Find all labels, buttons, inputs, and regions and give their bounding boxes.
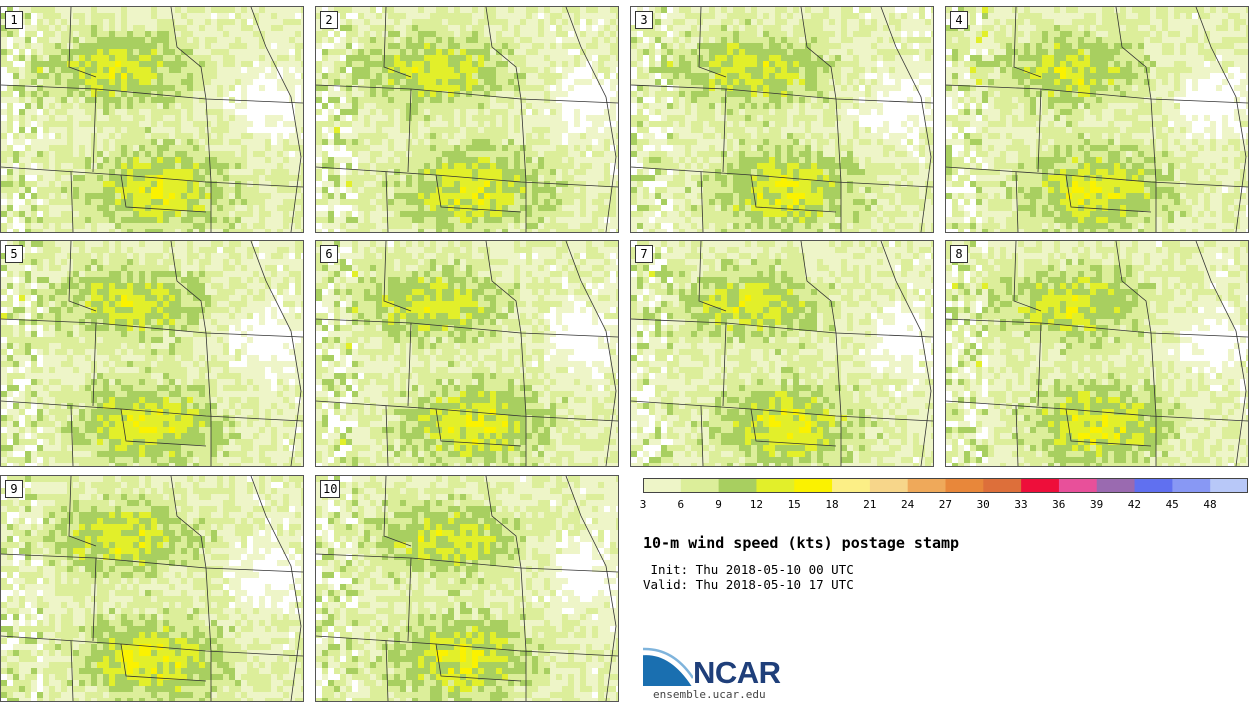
ensemble-member-panel-8[interactable]: 8 [945, 240, 1249, 467]
colorbar-bin [945, 478, 984, 493]
member-label: 9 [5, 480, 23, 498]
colorbar-bin [1021, 478, 1060, 493]
wind-speed-map [631, 7, 933, 232]
wind-speed-map [316, 476, 618, 701]
colorbar-tick-label: 30 [976, 498, 990, 511]
colorbar-bin [1096, 478, 1136, 493]
ensemble-member-panel-1[interactable]: 1 [0, 6, 304, 233]
member-label: 8 [950, 245, 968, 263]
colorbar-tick-label: 15 [787, 498, 801, 511]
wind-speed-map [946, 241, 1248, 466]
colorbar-bin [832, 478, 871, 493]
ensemble-member-panel-5[interactable]: 5 [0, 240, 304, 467]
colorbar-tick-label: 33 [1014, 498, 1028, 511]
colorbar-tick-label: 24 [900, 498, 915, 511]
wind-speed-map [946, 7, 1248, 232]
colorbar-tick-label: 48 [1203, 498, 1217, 511]
colorbar-bin [718, 478, 757, 493]
colorbar-bin [794, 478, 833, 493]
ensemble-member-panel-3[interactable]: 3 [630, 6, 934, 233]
member-label: 7 [635, 245, 653, 263]
wind-speed-map [1, 476, 303, 701]
wind-speed-map [1, 241, 303, 466]
colorbar-tick-label: 27 [938, 498, 953, 511]
colorbar-bin [1058, 478, 1098, 493]
member-label: 1 [5, 11, 23, 29]
colorbar-bin [907, 478, 946, 493]
product-title: 10-m wind speed (kts) postage stamp [643, 534, 960, 552]
colorbar-tick-label: 39 [1089, 498, 1104, 511]
site-url: ensemble.ucar.edu [653, 688, 766, 701]
wind-speed-map [316, 7, 618, 232]
colorbar-tick-label: 42 [1127, 498, 1142, 511]
colorbar-bin [1210, 478, 1248, 493]
colorbar-bin [869, 478, 909, 493]
colorbar-bin [1172, 478, 1211, 493]
colorbar-bin [983, 478, 1022, 493]
wind-speed-map [631, 241, 933, 466]
wind-speed-map [1, 7, 303, 232]
wind-speed-map [316, 241, 618, 466]
wind-speed-colorbar [643, 478, 1248, 493]
ensemble-member-panel-7[interactable]: 7 [630, 240, 934, 467]
colorbar-tick-label: 9 [715, 498, 722, 511]
colorbar-bin [1134, 478, 1173, 493]
colorbar-bin [756, 478, 795, 493]
colorbar-tick-label: 21 [863, 498, 877, 511]
ensemble-member-panel-2[interactable]: 2 [315, 6, 619, 233]
init-time: Init: Thu 2018-05-10 00 UTC [643, 562, 854, 577]
colorbar-tick-label: 6 [677, 498, 685, 511]
member-label: 6 [320, 245, 338, 263]
member-label: 5 [5, 245, 23, 263]
member-label: 4 [950, 11, 968, 29]
ensemble-member-panel-4[interactable]: 4 [945, 6, 1249, 233]
ensemble-member-panel-6[interactable]: 6 [315, 240, 619, 467]
colorbar-tick-label: 3 [639, 498, 647, 511]
ncar-wordmark: NCAR [693, 655, 781, 690]
colorbar-tick-label: 36 [1052, 498, 1066, 511]
colorbar-bin [680, 478, 720, 493]
member-label: 3 [635, 11, 653, 29]
member-label: 10 [320, 480, 341, 498]
colorbar-tick-label: 45 [1165, 498, 1179, 511]
colorbar-tick-label: 18 [825, 498, 839, 511]
ensemble-member-panel-9[interactable]: 9 [0, 475, 304, 702]
ensemble-member-panel-10[interactable]: 10 [315, 475, 619, 702]
member-label: 2 [320, 11, 338, 29]
colorbar-bin [643, 478, 682, 493]
colorbar-tick-label: 12 [749, 498, 764, 511]
ncar-logo-icon [643, 646, 693, 686]
valid-time: Valid: Thu 2018-05-10 17 UTC [643, 577, 854, 592]
